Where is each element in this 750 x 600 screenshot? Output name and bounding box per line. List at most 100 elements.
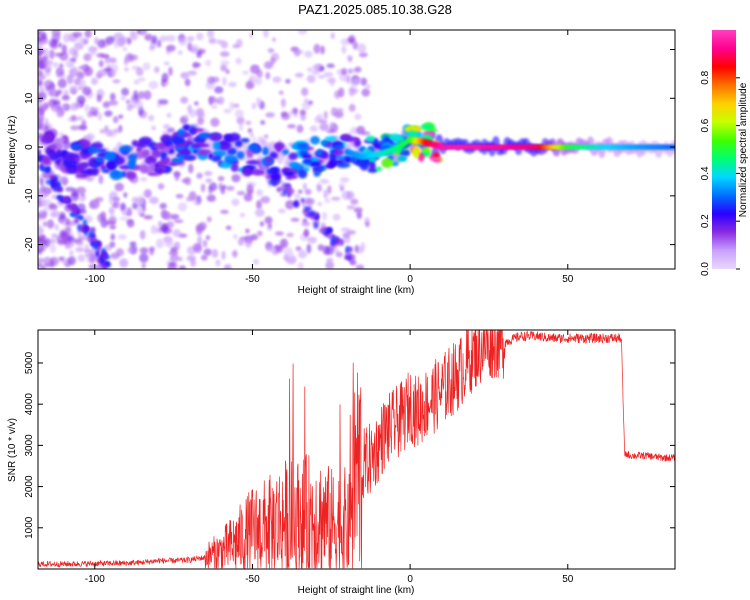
spectrogram-cell <box>59 211 66 220</box>
spectrogram-cell <box>326 257 334 263</box>
spectrogram-cell <box>161 72 169 83</box>
spectrogram-cell <box>168 250 179 256</box>
spectrogram-cell <box>344 156 351 164</box>
spectrogram-cell <box>244 238 252 248</box>
spectrogram-cell <box>202 239 208 248</box>
spectrogram-cell <box>300 112 306 121</box>
spectrogram-cell <box>417 152 425 162</box>
spectrogram-cell <box>293 200 298 207</box>
spectrogram-cell <box>381 157 394 168</box>
spectrogram-cell <box>83 53 92 62</box>
spectrogram-cell <box>312 69 320 76</box>
y-tick-label: 3000 <box>24 434 35 457</box>
spectrogram-cell <box>325 261 335 269</box>
spectrogram-cell <box>262 146 269 156</box>
spectrogram-cell <box>166 221 175 229</box>
spectrogram-cell <box>133 79 140 85</box>
spectrogram-cell <box>142 62 151 71</box>
spectrogram-cell <box>340 227 351 233</box>
spectrogram-cell <box>109 92 116 102</box>
spectrogram-cell <box>114 182 125 192</box>
spectrogram-cell <box>70 143 83 150</box>
spectrogram-cell <box>141 262 146 269</box>
colorbar-tick-label: 0.8 <box>700 70 711 84</box>
spectrogram-cell <box>95 250 101 258</box>
spectrogram-cell <box>126 218 134 224</box>
spectrogram-cell <box>80 99 85 107</box>
spectrogram-cell <box>375 166 382 172</box>
spectrogram-cell <box>240 212 245 218</box>
spectrogram-cell <box>323 110 328 120</box>
spectrogram-cell <box>64 240 75 249</box>
spectrogram-cell <box>65 218 71 226</box>
spectrogram-cell <box>298 250 308 259</box>
spectrogram-cell <box>109 170 124 181</box>
x-tick-label: 50 <box>562 574 574 585</box>
spectrogram-cell <box>180 71 190 79</box>
spectrogram-cell <box>303 230 310 237</box>
spectrogram-cell <box>122 47 127 52</box>
spectrogram-cell <box>300 198 305 203</box>
spectrogram-cell <box>147 171 158 177</box>
spectrogram-cell <box>324 198 331 204</box>
spectrogram-cell <box>155 167 164 175</box>
colorbar-tick-label: 0.0 <box>700 262 711 276</box>
spectrogram-cell <box>338 72 349 82</box>
spectrogram-cell <box>270 167 281 172</box>
top-y-axis-label: Frequency (Hz) <box>7 116 18 185</box>
spectrogram-cell <box>110 70 116 78</box>
spectrogram-cell <box>256 189 264 196</box>
spectrogram-cell <box>55 151 63 159</box>
snr-panel: -100 -50 0 50 1000 2000 3000 4000 5000 Height o… <box>7 329 676 596</box>
spectrogram-cell <box>157 39 162 48</box>
spectrogram-cell <box>112 115 119 124</box>
spectrogram-cell <box>221 184 227 189</box>
spectrogram-cell <box>223 154 238 164</box>
spectrogram-cell <box>168 66 173 76</box>
spectrogram-cell <box>348 103 356 112</box>
spectrogram-cell <box>114 40 119 49</box>
spectrogram-cell <box>324 135 337 142</box>
spectrogram-cell <box>198 221 207 230</box>
spectrogram-cell <box>177 202 188 212</box>
spectrogram-cell <box>333 148 344 157</box>
spectrogram-cell <box>97 39 106 49</box>
spectrogram-cell <box>96 53 105 58</box>
spectrogram-cell <box>126 103 133 112</box>
spectrogram-cell <box>288 152 298 161</box>
spectrogram-cell <box>335 251 343 258</box>
spectrogram-cell <box>108 99 119 106</box>
spectrogram-cell <box>110 233 116 241</box>
spectrogram-cell <box>168 265 178 269</box>
spectrogram-cell <box>254 208 265 217</box>
spectrogram-cell <box>56 68 61 79</box>
spectrogram-cell <box>189 127 197 136</box>
spectrogram-cell <box>102 251 107 258</box>
spectrogram-cell <box>333 159 345 165</box>
spectrogram-cell <box>102 168 111 173</box>
spectrogram-cell <box>46 219 55 229</box>
spectrogram-cell <box>283 254 289 262</box>
spectrogram-cell <box>212 150 227 157</box>
spectrogram-cell <box>77 86 83 91</box>
spectrogram-cell <box>52 61 59 68</box>
spectrogram-cell <box>249 132 254 138</box>
spectrogram-cell <box>109 241 116 248</box>
spectrogram-cell <box>198 132 209 139</box>
spectrogram-cell <box>119 216 129 221</box>
bottom-x-axis-label: Height of straight line (km) <box>298 585 415 596</box>
spectrogram-cell <box>73 218 80 224</box>
spectrogram-cell <box>209 132 224 142</box>
spectrogram-cell <box>217 96 225 105</box>
spectrogram-cell <box>74 42 84 50</box>
spectrogram-cell <box>190 259 197 267</box>
y-tick-label: -20 <box>24 237 35 252</box>
spectrogram-cell <box>316 185 323 192</box>
chart-title: PAZ1.2025.085.10.38.G28 <box>298 2 452 17</box>
spectrogram-cell <box>220 60 230 66</box>
spectrogram-cell <box>321 211 328 221</box>
spectrogram-cell <box>158 99 169 105</box>
spectrogram-cell <box>306 243 312 254</box>
spectrogram-cell <box>214 86 224 94</box>
